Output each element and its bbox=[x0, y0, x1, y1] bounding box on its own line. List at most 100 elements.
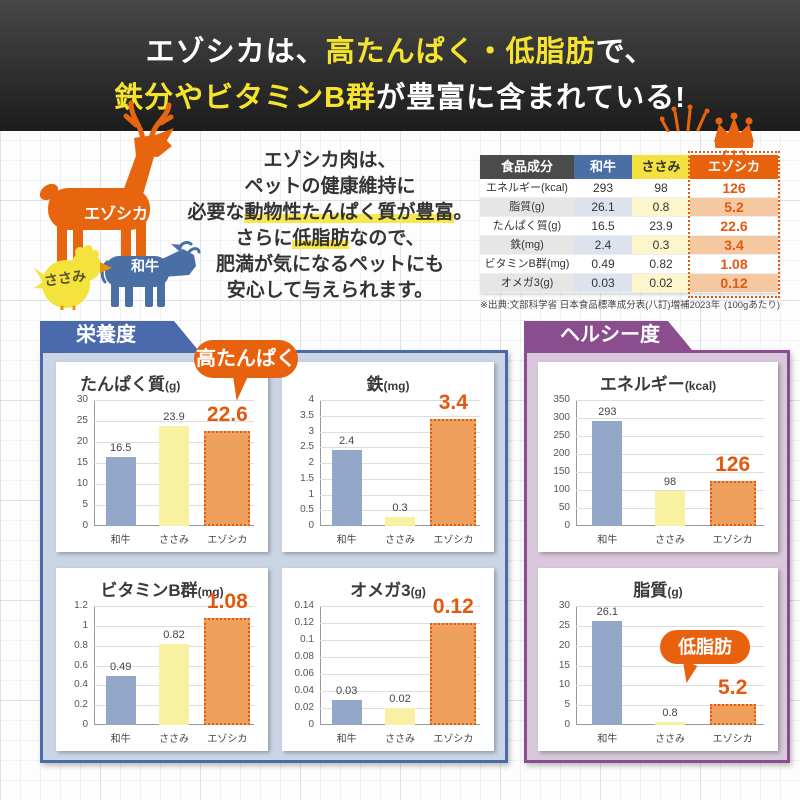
bar-value-label: 1.08 bbox=[206, 589, 248, 613]
gridline bbox=[576, 472, 764, 473]
chart-title-text: (mg) bbox=[197, 585, 224, 599]
intro-paragraph: エゾシカ肉は、 ペットの健康維持に 必要な動物性たんぱく質が豊富。 さらに低脂肪… bbox=[168, 148, 492, 304]
table-header-cell: エゾシカ bbox=[690, 155, 778, 179]
y-axis-tick: 100 bbox=[553, 484, 570, 495]
x-axis-label: ささみ bbox=[159, 734, 189, 745]
header-text: で、 bbox=[595, 36, 655, 68]
table-row-label: たんぱく質(g) bbox=[480, 217, 574, 236]
bubble-text: 低脂肪 bbox=[678, 637, 732, 657]
table-header-cell: 和牛 bbox=[574, 155, 632, 179]
gridline bbox=[320, 657, 480, 658]
gridline bbox=[94, 421, 254, 422]
bar-value-label: 16.5 bbox=[109, 441, 132, 454]
crown-icon bbox=[714, 112, 754, 157]
y-axis-tick: 0.2 bbox=[74, 699, 88, 711]
intro-line: 肥満が気になるペットにも bbox=[215, 254, 444, 275]
table-header-cell: ささみ bbox=[632, 155, 690, 179]
bar-ezoshika bbox=[430, 418, 477, 526]
table-cell: 5.2 bbox=[690, 198, 778, 217]
x-axis-label: ささみ bbox=[655, 535, 685, 546]
bar-wagyu bbox=[105, 456, 136, 526]
chart-title-text: エネルギー bbox=[599, 375, 685, 394]
table-cell: 0.03 bbox=[574, 274, 632, 293]
gridline bbox=[576, 665, 764, 667]
y-axis-tick: 0.1 bbox=[300, 634, 314, 645]
y-axis-tick: 2.5 bbox=[300, 441, 314, 453]
bar-ezoshika bbox=[709, 704, 756, 725]
header-line-1: エゾシカは、高たんぱく・低脂肪で、 bbox=[0, 28, 800, 70]
y-axis-tick: 0 bbox=[564, 719, 570, 730]
x-axis-label: 和牛 bbox=[110, 535, 131, 546]
bar-value-label: 5.2 bbox=[718, 676, 748, 700]
gridline bbox=[576, 454, 764, 455]
bar-ezoshika bbox=[430, 623, 477, 725]
y-axis-tick: 0.4 bbox=[74, 679, 88, 691]
y-axis-tick: 0.6 bbox=[74, 659, 88, 671]
chart-card-vitamin-b: ビタミンB群(mg) 0 0.2 0.4 0.6 0.8 1 1.2 0.49 和牛 0.82 ささみ… bbox=[56, 568, 268, 751]
y-axis-tick: 0 bbox=[308, 520, 314, 531]
chart-card-energy: エネルギー(kcal) 0 50 100 150 200 250 300 350 293 和牛 98 さ… bbox=[538, 362, 778, 552]
chicken-silhouette-icon bbox=[34, 245, 112, 310]
intro-highlight: 低脂肪 bbox=[292, 228, 350, 249]
y-axis-tick: 200 bbox=[553, 448, 570, 459]
bar-ezoshika bbox=[204, 431, 251, 526]
y-axis-tick: 150 bbox=[553, 466, 570, 477]
gridline bbox=[320, 494, 480, 496]
bar-value-label: 126 bbox=[715, 452, 751, 476]
y-axis-tick: 1.2 bbox=[74, 600, 88, 611]
bar-value-label: 22.6 bbox=[206, 403, 248, 427]
y-axis-tick: 0.04 bbox=[294, 685, 314, 696]
gridline bbox=[576, 705, 764, 707]
x-axis-label: エゾシカ bbox=[207, 734, 248, 745]
table-row-label: 鉄(mg) bbox=[480, 236, 574, 255]
chart-card-protein: たんぱく質(g) 0 5 10 15 20 25 30 16.5 和牛 23.9 ささみ 22.6 エゾシ… bbox=[56, 362, 268, 552]
table-cell: 3.4 bbox=[690, 236, 778, 255]
x-axis-label: ささみ bbox=[385, 535, 415, 546]
y-axis-tick: 4 bbox=[308, 394, 314, 405]
intro-line: さらに低脂肪なので、 bbox=[168, 226, 492, 252]
bar-sasami bbox=[385, 516, 415, 526]
y-axis-tick: 25 bbox=[76, 415, 88, 426]
gridline bbox=[320, 640, 480, 641]
chart-title: 鉄(mg) bbox=[282, 370, 494, 395]
bar-wagyu bbox=[592, 621, 623, 725]
x-axis-label: エゾシカ bbox=[433, 535, 474, 546]
bar-value-label: 293 bbox=[598, 405, 617, 418]
high-protein-bubble: 高たんぱく bbox=[194, 340, 298, 402]
gridline bbox=[320, 478, 480, 480]
x-axis-label: エゾシカ bbox=[207, 535, 248, 546]
intro-line: エゾシカ肉は、 bbox=[263, 150, 397, 171]
table-cell: 16.5 bbox=[574, 217, 632, 236]
x-axis-label: ささみ bbox=[385, 734, 415, 745]
bar-sasami bbox=[385, 708, 415, 725]
table-cell: 26.1 bbox=[574, 198, 632, 217]
gridline bbox=[320, 691, 480, 692]
per-amount-text: (100gあたり) bbox=[724, 300, 780, 311]
table-row-label: 脂質(g) bbox=[480, 198, 574, 217]
sparkle-icon bbox=[660, 104, 710, 132]
gridline bbox=[320, 431, 480, 433]
low-fat-bubble: 低脂肪 bbox=[660, 630, 750, 685]
bar-sasami bbox=[159, 643, 189, 725]
y-axis-tick: 1.5 bbox=[300, 472, 314, 484]
chart-title-text: (g) bbox=[165, 379, 181, 393]
chart-title-text: オメガ3 bbox=[350, 581, 411, 600]
x-axis-label: ささみ bbox=[159, 535, 189, 546]
chart-card-fat: 脂質(g) 0 5 10 15 20 25 30 26.1 和牛 0.8 ささみ 5.2 エゾシカ bbox=[538, 568, 778, 751]
tab-nutrition: 栄養度 bbox=[40, 321, 198, 350]
y-axis-tick: 250 bbox=[553, 430, 570, 441]
chart-title-text: 脂質 bbox=[633, 581, 668, 600]
bar-value-label: 0.3 bbox=[392, 501, 408, 514]
nutrition-table: 食品成分 和牛 ささみ エゾシカ エネルギー(kcal) 293 98 126 脂質(g) 26.… bbox=[480, 155, 778, 293]
bubble-text: 高たんぱく bbox=[196, 348, 296, 370]
cow-label: 和牛 bbox=[131, 258, 159, 274]
x-axis-label: 和牛 bbox=[336, 734, 357, 745]
y-axis-tick: 25 bbox=[558, 619, 570, 631]
y-axis-tick: 0.14 bbox=[294, 600, 314, 611]
table-cell: 22.6 bbox=[690, 217, 778, 236]
gridline bbox=[576, 436, 764, 437]
chart-card-iron: 鉄(mg) 0 0.5 1 1.5 2 2.5 3 3.5 4 2.4 和牛 0.3 ささみ 3.4 エゾシカ bbox=[282, 362, 494, 552]
table-row-label: オメガ3(g) bbox=[480, 274, 574, 293]
y-axis-tick: 1 bbox=[82, 619, 88, 631]
